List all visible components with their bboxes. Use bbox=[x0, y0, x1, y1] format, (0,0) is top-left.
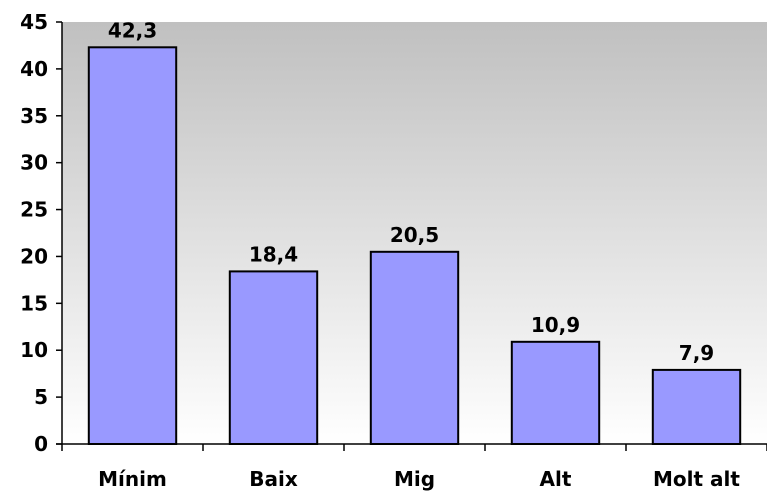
y-tick-label-3: 15 bbox=[20, 291, 48, 315]
x-tick-label-2: Mig bbox=[394, 467, 435, 491]
y-tick-label-4: 20 bbox=[20, 244, 48, 268]
data-label-1: 18,4 bbox=[249, 242, 298, 266]
x-tick-label-3: Alt bbox=[540, 467, 572, 491]
y-tick-label-6: 30 bbox=[20, 151, 48, 175]
x-tick-label-1: Baix bbox=[249, 467, 298, 491]
data-label-0: 42,3 bbox=[108, 18, 157, 42]
bars-group bbox=[87, 46, 742, 446]
y-tick-label-5: 25 bbox=[20, 198, 48, 222]
y-tick-label-9: 45 bbox=[20, 10, 48, 34]
data-label-3: 10,9 bbox=[531, 313, 580, 337]
y-tick-label-2: 10 bbox=[20, 338, 48, 362]
bar-1 bbox=[228, 270, 319, 445]
y-tick-label-7: 35 bbox=[20, 104, 48, 128]
bar-0 bbox=[87, 46, 178, 446]
bar-3 bbox=[510, 340, 601, 445]
data-label-2: 20,5 bbox=[390, 223, 439, 247]
x-tick-label-0: Mínim bbox=[98, 467, 167, 491]
data-labels-group: 42,3 18,4 20,5 10,9 7,9 bbox=[108, 18, 714, 365]
y-tick-label-0: 0 bbox=[34, 432, 48, 456]
data-label-4: 7,9 bbox=[679, 341, 714, 365]
bar-4 bbox=[651, 368, 742, 445]
x-tick-label-4: Molt alt bbox=[653, 467, 740, 491]
y-tick-label-1: 5 bbox=[34, 385, 48, 409]
bar-2 bbox=[369, 250, 460, 445]
y-axis: 0 5 10 15 20 25 30 35 40 45 bbox=[20, 10, 63, 456]
y-tick-label-8: 40 bbox=[20, 57, 48, 81]
x-axis: Mínim Baix Mig Alt Molt alt bbox=[56, 443, 767, 491]
